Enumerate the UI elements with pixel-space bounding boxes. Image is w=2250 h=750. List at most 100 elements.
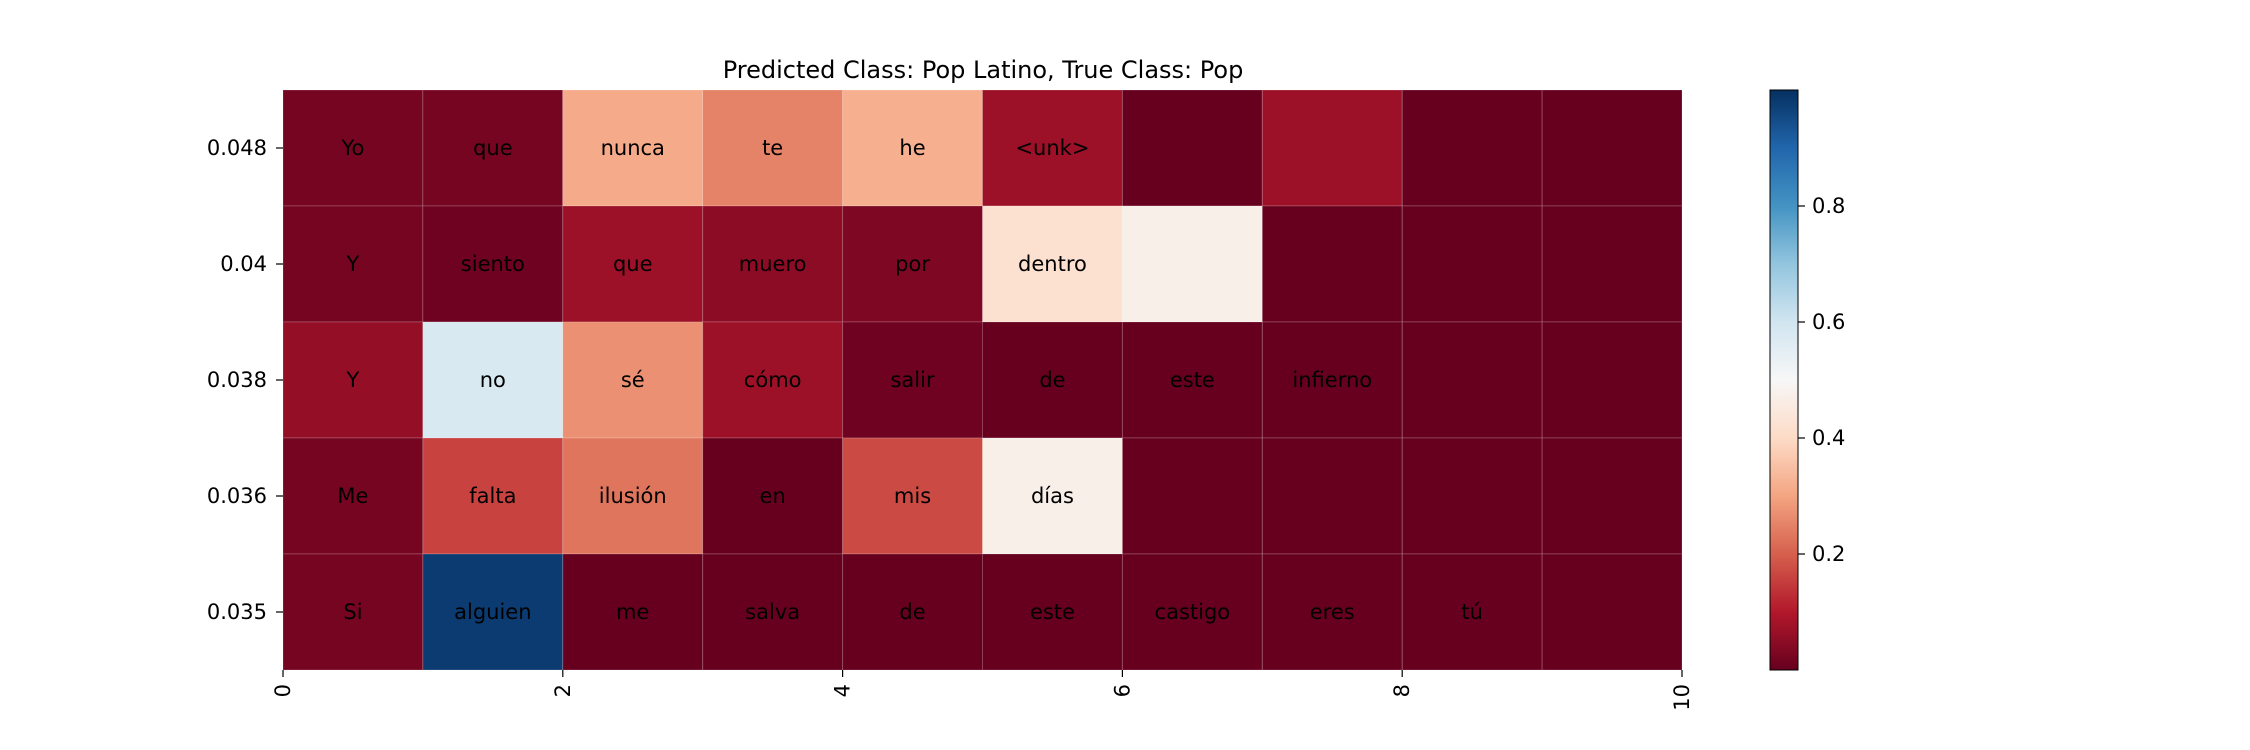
heatmap-cell (1541, 89, 1683, 207)
cell-word: cómo (744, 368, 802, 392)
heatmap-cell (982, 437, 1123, 555)
heatmap-cell (1121, 205, 1263, 323)
cell-word: nunca (601, 136, 665, 160)
cell-word: me (616, 600, 649, 624)
colorbar-tick-label: 0.4 (1812, 426, 1845, 450)
cell-word: de (899, 600, 925, 624)
y-tick-label: 0.035 (207, 600, 267, 624)
heatmap-cell (1401, 321, 1543, 439)
heatmap-cell (702, 205, 844, 323)
y-tick-label: 0.048 (207, 136, 267, 160)
colorbar-tick-label: 0.2 (1812, 542, 1845, 566)
cell-word: salva (745, 600, 800, 624)
heatmap-cell (422, 89, 564, 207)
heatmap-cells (282, 89, 1683, 671)
y-axis: 0.048 0.04 0.038 0.036 0.035 (207, 136, 283, 624)
heatmap-cell (1121, 437, 1263, 555)
cell-word: castigo (1155, 600, 1231, 624)
cell-word: este (1030, 600, 1075, 624)
heatmap-cell (1261, 89, 1403, 207)
cell-word: Me (337, 484, 368, 508)
heatmap-cell (842, 321, 983, 439)
x-tick-label: 6 (1110, 684, 1134, 697)
cell-word: en (760, 484, 786, 508)
heatmap-cell (562, 553, 704, 671)
heatmap-cell (562, 89, 704, 207)
y-tick-label: 0.036 (207, 484, 267, 508)
y-tick-label: 0.04 (220, 252, 267, 276)
colorbar: 0.2 0.4 0.6 0.8 (1769, 89, 1845, 671)
colorbar-tick-label: 0.6 (1812, 310, 1845, 334)
cell-word: que (613, 252, 653, 276)
cell-word: salir (890, 368, 934, 392)
heatmap-cell (702, 89, 844, 207)
heatmap-cell (1121, 553, 1263, 671)
heatmap-cell (282, 89, 424, 207)
cell-word: he (899, 136, 925, 160)
heatmap-cell (1541, 205, 1683, 323)
cell-word: dentro (1018, 252, 1087, 276)
cell-word: eres (1310, 600, 1355, 624)
heatmap-cell (1261, 321, 1403, 439)
heatmap-cell (562, 321, 704, 439)
y-tick-label: 0.038 (207, 368, 267, 392)
heatmap-cell-words: Yo que nunca te he <unk>Y siento que muero por den… (337, 136, 1482, 624)
heatmap-cell (1401, 205, 1543, 323)
chart-title: Predicted Class: Pop Latino, True Class:… (723, 56, 1244, 84)
heatmap-cell (842, 89, 983, 207)
x-tick-label: 4 (831, 684, 855, 697)
heatmap-cell (1541, 321, 1683, 439)
heatmap-cell (1261, 437, 1403, 555)
cell-word: por (895, 252, 930, 276)
heatmap-cell (1401, 89, 1543, 207)
heatmap-cell (282, 321, 424, 439)
heatmap-cell (1261, 205, 1403, 323)
heatmap-cell (982, 89, 1123, 207)
heatmap-cell (842, 437, 983, 555)
cell-word: de (1039, 368, 1065, 392)
heatmap-cell (282, 437, 424, 555)
heatmap-cell (422, 321, 564, 439)
colorbar-gradient (1769, 89, 1799, 671)
x-tick-label: 2 (551, 684, 575, 697)
x-tick-label: 10 (1670, 684, 1694, 711)
cell-word: alguien (454, 600, 531, 624)
heatmap-cell (282, 553, 424, 671)
cell-word: ilusión (599, 484, 667, 508)
heatmap-cell (1401, 437, 1543, 555)
heatmap-cell (1121, 321, 1263, 439)
heatmap-cell (842, 553, 983, 671)
cell-word: te (762, 136, 783, 160)
x-tick-label: 0 (271, 684, 295, 697)
heatmap-cell (1541, 437, 1683, 555)
cell-word: mis (894, 484, 931, 508)
cell-word: no (480, 368, 506, 392)
heatmap-cell (1401, 553, 1543, 671)
x-axis: 0 2 4 6 8 10 (271, 670, 1694, 711)
colorbar-tick-label: 0.8 (1812, 194, 1845, 218)
heatmap-cell (422, 553, 564, 671)
heatmap-cell (1261, 553, 1403, 671)
cell-word: Yo (341, 136, 365, 160)
heatmap-cell (562, 437, 704, 555)
heatmap-cell (842, 205, 983, 323)
heatmap-cell (982, 553, 1123, 671)
cell-word: Si (343, 600, 362, 624)
cell-word: infierno (1292, 368, 1372, 392)
cell-word: este (1170, 368, 1215, 392)
heatmap-cell (422, 205, 564, 323)
heatmap-cell (562, 205, 704, 323)
heatmap-cell (982, 205, 1123, 323)
cell-word: <unk> (1015, 136, 1089, 160)
x-tick-label: 8 (1390, 684, 1414, 697)
cell-word: siento (461, 252, 525, 276)
heatmap-cell (1541, 553, 1683, 671)
cell-word: que (473, 136, 513, 160)
cell-word: sé (621, 368, 645, 392)
cell-word: tú (1461, 600, 1483, 624)
cell-word: muero (739, 252, 807, 276)
cell-word: días (1031, 484, 1074, 508)
cell-word: falta (469, 484, 516, 508)
heatmap-cell (1121, 89, 1263, 207)
